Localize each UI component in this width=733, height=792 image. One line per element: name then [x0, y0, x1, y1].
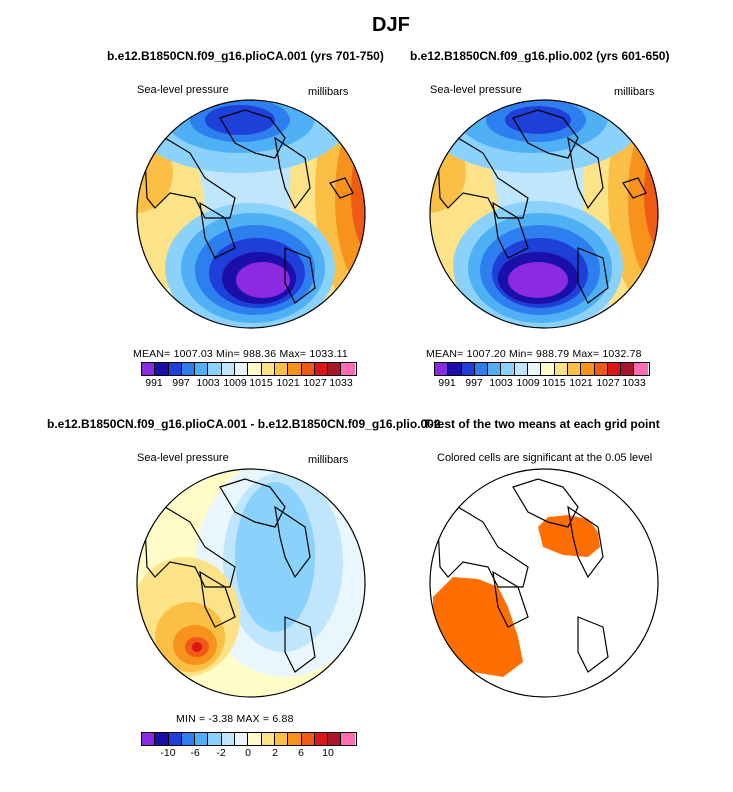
tick-label: -2	[216, 747, 226, 759]
tick-label: 1033	[622, 377, 646, 389]
panel-1-units-label: millibars	[308, 86, 349, 98]
tick-label: 991	[145, 377, 163, 389]
panel-1-title: b.e12.B1850CN.f09_g16.plioCA.001 (yrs 70…	[107, 49, 384, 63]
significant-region	[538, 515, 600, 557]
tick-label: -6	[190, 747, 200, 759]
panel-1-variable-label: Sea-level pressure	[137, 84, 229, 96]
tick-label: -10	[160, 747, 176, 759]
panel-2-map	[429, 99, 659, 329]
panel-4-significance-label: Colored cells are significant at the 0.0…	[437, 452, 653, 464]
tick-label: 997	[172, 377, 190, 389]
panel-3-title: b.e12.B1850CN.f09_g16.plioCA.001 - b.e12…	[47, 417, 441, 431]
tick-label: 10	[322, 747, 334, 759]
tick-label: 1003	[489, 377, 513, 389]
panel-2-units-label: millibars	[614, 86, 655, 98]
tick-label: 991	[438, 377, 456, 389]
tick-label: 1015	[249, 377, 273, 389]
tick-label: 1033	[329, 377, 353, 389]
tick-label: 2	[272, 747, 278, 759]
panel-3-stats: MIN = -3.38 MAX = 6.88	[176, 713, 294, 725]
panel-2-colorbar	[434, 362, 650, 376]
tick-label: 6	[298, 747, 304, 759]
tick-label: 1015	[542, 377, 566, 389]
tick-label: 1021	[276, 377, 300, 389]
figure-title: DJF	[372, 14, 410, 36]
panel-3-variable-label: Sea-level pressure	[137, 452, 229, 464]
panel-3-colorbar	[141, 732, 357, 746]
tick-label: 997	[465, 377, 483, 389]
panel-3-map	[136, 468, 366, 698]
panel-2-title: b.e12.B1850CN.f09_g16.plio.002 (yrs 601-…	[410, 49, 670, 63]
panel-3-units-label: millibars	[308, 454, 349, 466]
tick-label: 0	[245, 747, 251, 759]
tick-label: 1021	[569, 377, 593, 389]
panel-4-map	[429, 468, 659, 698]
panel-2-stats: MEAN= 1007.20 Min= 988.79 Max= 1032.78	[426, 348, 642, 360]
panel-2-variable-label: Sea-level pressure	[430, 84, 522, 96]
tick-label: 1003	[196, 377, 220, 389]
panel-1-map	[136, 99, 366, 329]
panel-3-colorbar-ticks: -10 -6 -2 0 2 6 10	[141, 747, 355, 761]
panel-2-colorbar-ticks: 991 997 1003 1009 1015 1021 1027 1033	[434, 377, 648, 391]
panel-1-stats: MEAN= 1007.03 Min= 988.36 Max= 1033.11	[133, 348, 348, 360]
tick-label: 1009	[516, 377, 540, 389]
tick-label: 1009	[223, 377, 247, 389]
significant-region	[433, 577, 523, 677]
tick-label: 1027	[303, 377, 327, 389]
panel-4-title: T-test of the two means at each grid poi…	[423, 417, 660, 431]
tick-label: 1027	[596, 377, 620, 389]
panel-1-colorbar	[141, 362, 357, 376]
panel-1-colorbar-ticks: 991 997 1003 1009 1015 1021 1027 1033	[141, 377, 355, 391]
